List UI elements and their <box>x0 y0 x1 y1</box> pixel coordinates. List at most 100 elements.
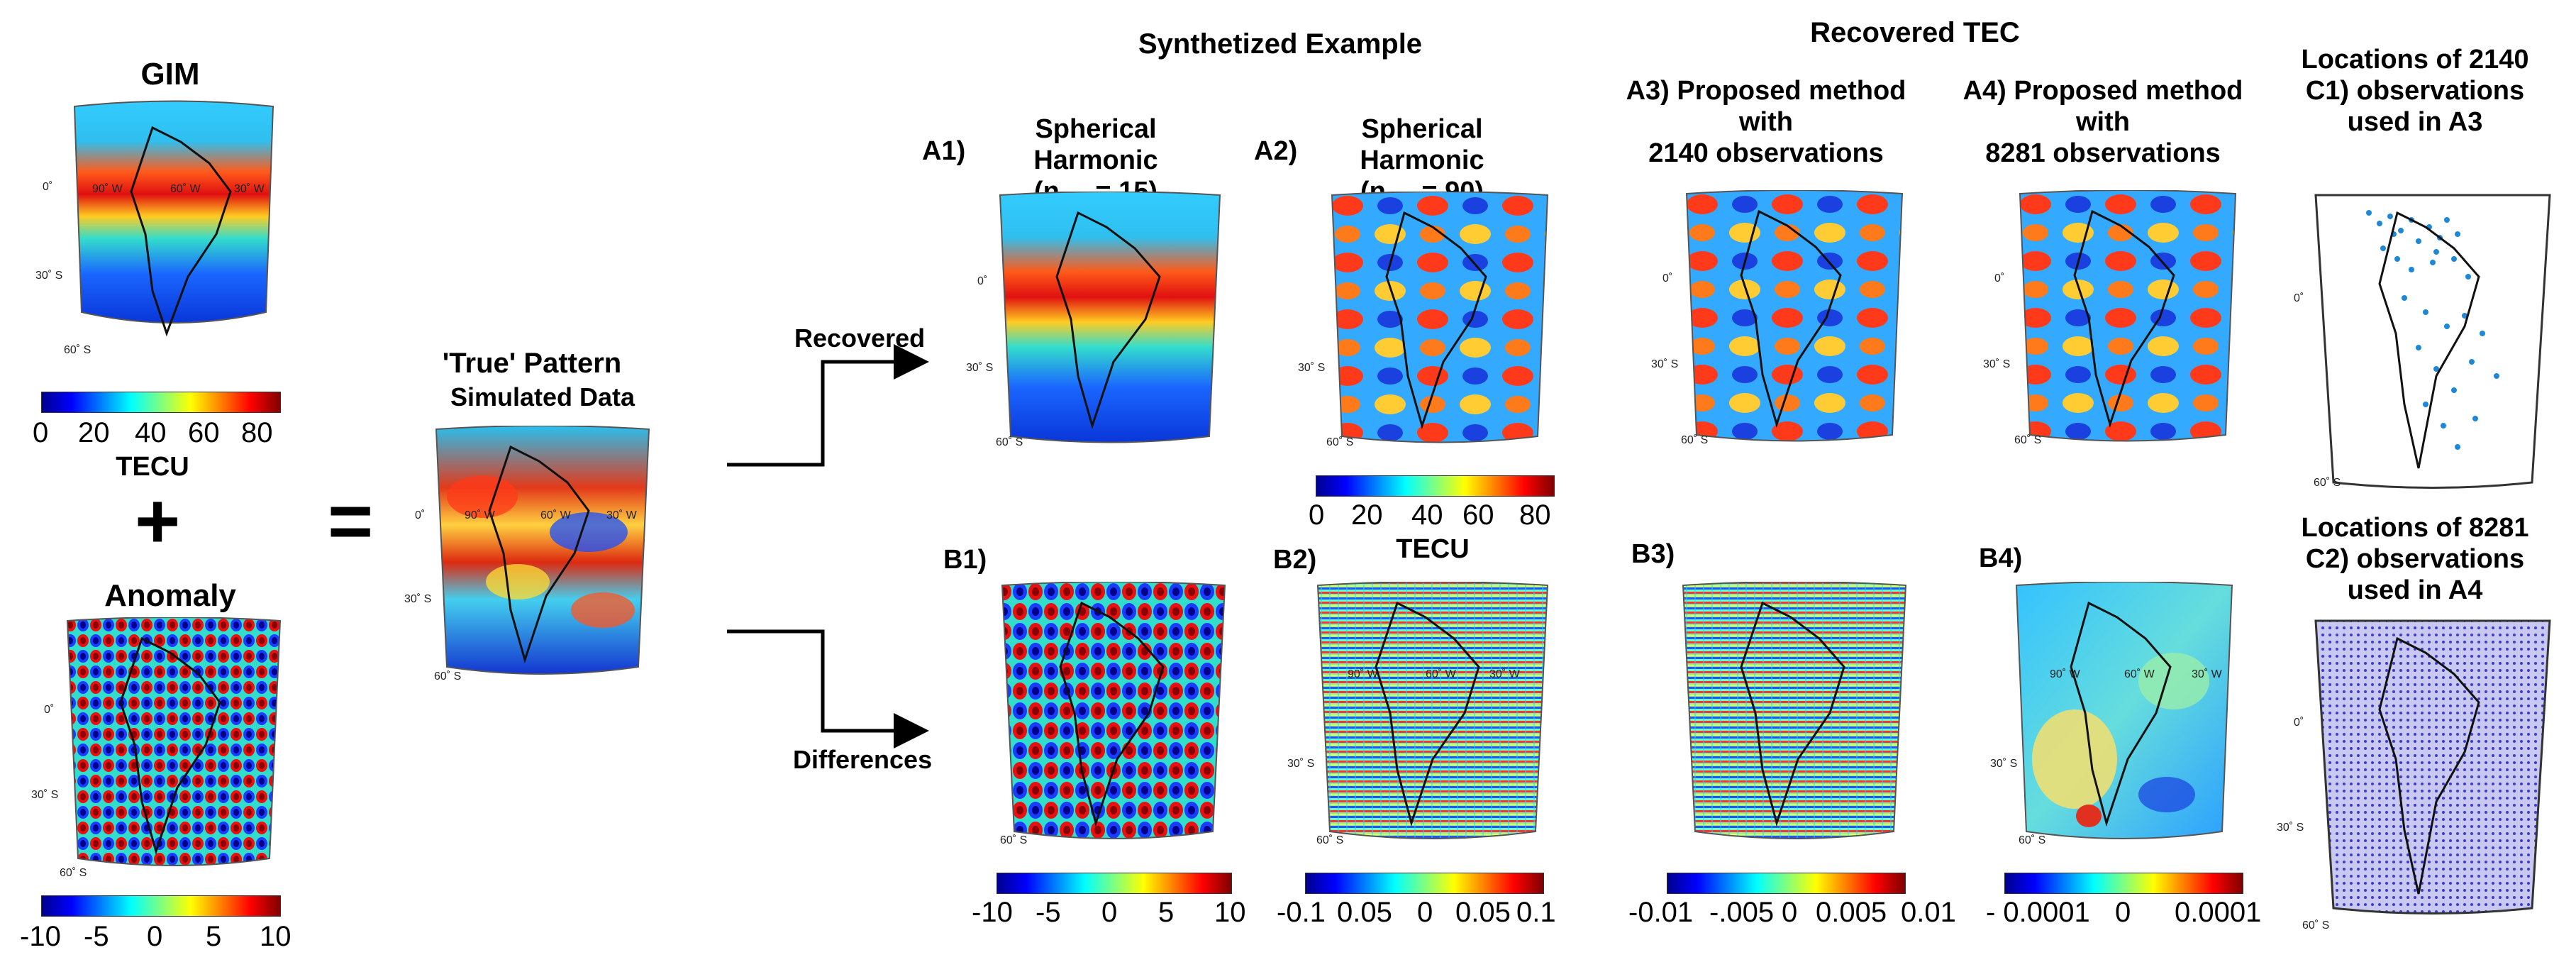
anomaly-tick-0: 0 <box>147 921 163 952</box>
panel-a4-tag: A4) <box>1962 76 2006 106</box>
a1-geo-s60: 60˚ S <box>996 436 1023 448</box>
panel-c1-title: Locations of 2140 C1) observations used … <box>2263 44 2567 138</box>
gim-tick-0: 0 <box>33 417 49 448</box>
b4-tick-m00001: - 0.0001 <box>1986 897 2090 928</box>
anomaly-colorbar <box>41 895 281 917</box>
panel-b3-tag: B3) <box>1631 539 1675 569</box>
panel-a2-map <box>1331 192 1549 443</box>
b2-tick-m01: -0.1 <box>1277 897 1326 928</box>
anomaly-geo-s60: 60˚ S <box>60 867 87 879</box>
anomaly-tick-m10: -10 <box>20 921 61 952</box>
gim-tick-80: 80 <box>241 417 273 448</box>
panel-c1-l2: observations <box>2356 76 2525 106</box>
arrow-recovered <box>727 344 929 467</box>
a2-tick-20: 20 <box>1351 499 1383 531</box>
panel-a3-map <box>1685 190 1904 442</box>
a1-geo-s30: 30˚ S <box>966 362 994 374</box>
gim-geo-s60: 60˚ S <box>64 344 91 356</box>
panel-a3-l1: Proposed method <box>1677 76 1906 106</box>
b4-geo-w30: 30˚ W <box>2192 668 2222 680</box>
panel-a1-title-line1: Spherical Harmonic <box>1033 114 1158 175</box>
true-geo-s30: 30˚ S <box>404 593 432 605</box>
a2-colorbar <box>1316 475 1555 497</box>
b1-tick-m10: -10 <box>972 897 1013 928</box>
panel-c2-tag: C2) <box>2305 544 2350 574</box>
panel-b1-map <box>1001 582 1226 839</box>
gim-tick-20: 20 <box>78 417 110 448</box>
true-geo-w60: 60˚ W <box>540 509 571 521</box>
panel-a4-map <box>2019 190 2237 442</box>
b2-tick-005: 0.05 <box>1455 897 1511 928</box>
c2-geo-eq: 0˚ <box>2294 717 2304 729</box>
gim-geo-w30: 30˚ W <box>234 183 265 195</box>
b1-colorbar <box>996 873 1232 894</box>
gim-tick-60: 60 <box>188 417 220 448</box>
a2-tick-0: 0 <box>1309 499 1325 531</box>
panel-a2-title-line1: Spherical Harmonic <box>1360 114 1484 175</box>
panel-c1-tag: C1) <box>2305 76 2350 106</box>
panel-b4-map <box>2015 582 2233 839</box>
a2-tick-80: 80 <box>1519 499 1551 531</box>
b2-colorbar <box>1305 873 1544 894</box>
a2-unit-label: TECU <box>1396 534 1470 564</box>
panel-c2-l2: observations <box>2356 544 2525 574</box>
synthetized-example-heading: Synthetized Example <box>1138 28 1423 60</box>
a2-tick-40: 40 <box>1411 499 1443 531</box>
anomaly-tick-10: 10 <box>260 921 292 952</box>
b2-geo-s60: 60˚ S <box>1316 834 1344 846</box>
recovered-arrow-label: Recovered <box>794 324 926 353</box>
gim-tick-40: 40 <box>135 417 167 448</box>
equals-operator: = <box>328 477 374 565</box>
gim-geo-s30: 30˚ S <box>35 270 63 282</box>
true-geo-w30: 30˚ W <box>606 509 637 521</box>
panel-a4-title: A4) Proposed method with 8281 observatio… <box>1954 75 2252 169</box>
plus-operator: + <box>135 477 181 565</box>
b3-tick-0005: 0.005 <box>1816 897 1887 928</box>
flow-arrows <box>727 344 929 748</box>
true-geo-w90: 90˚ W <box>465 509 495 521</box>
b2-geo-w60: 60˚ W <box>1426 668 1456 680</box>
panel-a1-tag: A1) <box>922 136 966 166</box>
simulated-data-label: Simulated Data <box>450 382 635 411</box>
b2-geo-w90: 90˚ W <box>1348 668 1378 680</box>
a4-geo-s60: 60˚ S <box>2014 434 2042 446</box>
panel-c1-title-line1: Locations of 2140 <box>2301 45 2529 74</box>
a2-tick-60: 60 <box>1462 499 1494 531</box>
b3-colorbar <box>1667 873 1906 894</box>
c2-geo-s60: 60˚ S <box>2302 919 2330 932</box>
a3-geo-eq: 0˚ <box>1662 272 1673 284</box>
panel-c2-map <box>2314 619 2551 914</box>
panel-a4-l1: Proposed method <box>2014 76 2243 106</box>
b3-tick-001: 0.01 <box>1901 897 1956 928</box>
b4-geo-w60: 60˚ W <box>2124 668 2155 680</box>
panel-c2-title-line1: Locations of 8281 <box>2301 513 2529 543</box>
a3-geo-s30: 30˚ S <box>1651 358 1679 370</box>
panel-a4-title-line1: A4) Proposed method <box>1954 75 2252 106</box>
gim-colorbar <box>41 392 281 413</box>
gim-title: GIM <box>140 57 200 92</box>
b1-tick-m5: -5 <box>1036 897 1061 928</box>
panel-a3-title-line3: 2140 observations <box>1648 138 1884 168</box>
panel-a3-title: A3) Proposed method with 2140 observatio… <box>1617 75 1915 169</box>
b2-geo-s30: 30˚ S <box>1287 758 1315 770</box>
panel-b3-map <box>1682 582 1907 839</box>
b3-tick-m001: -0.01 <box>1628 897 1694 928</box>
b2-geo-w30: 30˚ W <box>1489 668 1520 680</box>
b4-colorbar <box>2004 873 2243 894</box>
true-pattern-title: 'True' Pattern <box>442 348 622 379</box>
true-geo-s60: 60˚ S <box>434 670 462 683</box>
b1-tick-10: 10 <box>1214 897 1246 928</box>
a3-geo-s60: 60˚ S <box>1681 434 1709 446</box>
b4-tick-0: 0 <box>2115 897 2131 928</box>
differences-arrow-label: Differences <box>793 745 933 774</box>
b4-geo-s30: 30˚ S <box>1990 758 2018 770</box>
panel-a4-title-line2: with <box>2076 107 2130 137</box>
a4-geo-s30: 30˚ S <box>1983 358 2011 370</box>
gim-geo-eq: 0˚ <box>43 181 53 193</box>
b3-tick-0: 0 <box>1782 897 1798 928</box>
gim-map <box>73 100 274 337</box>
panel-c1-map <box>2314 194 2551 489</box>
b1-tick-0: 0 <box>1101 897 1118 928</box>
b4-tick-00001: 0.0001 <box>2175 897 2262 928</box>
panel-c1-title-line2: C1) observations <box>2263 75 2567 106</box>
